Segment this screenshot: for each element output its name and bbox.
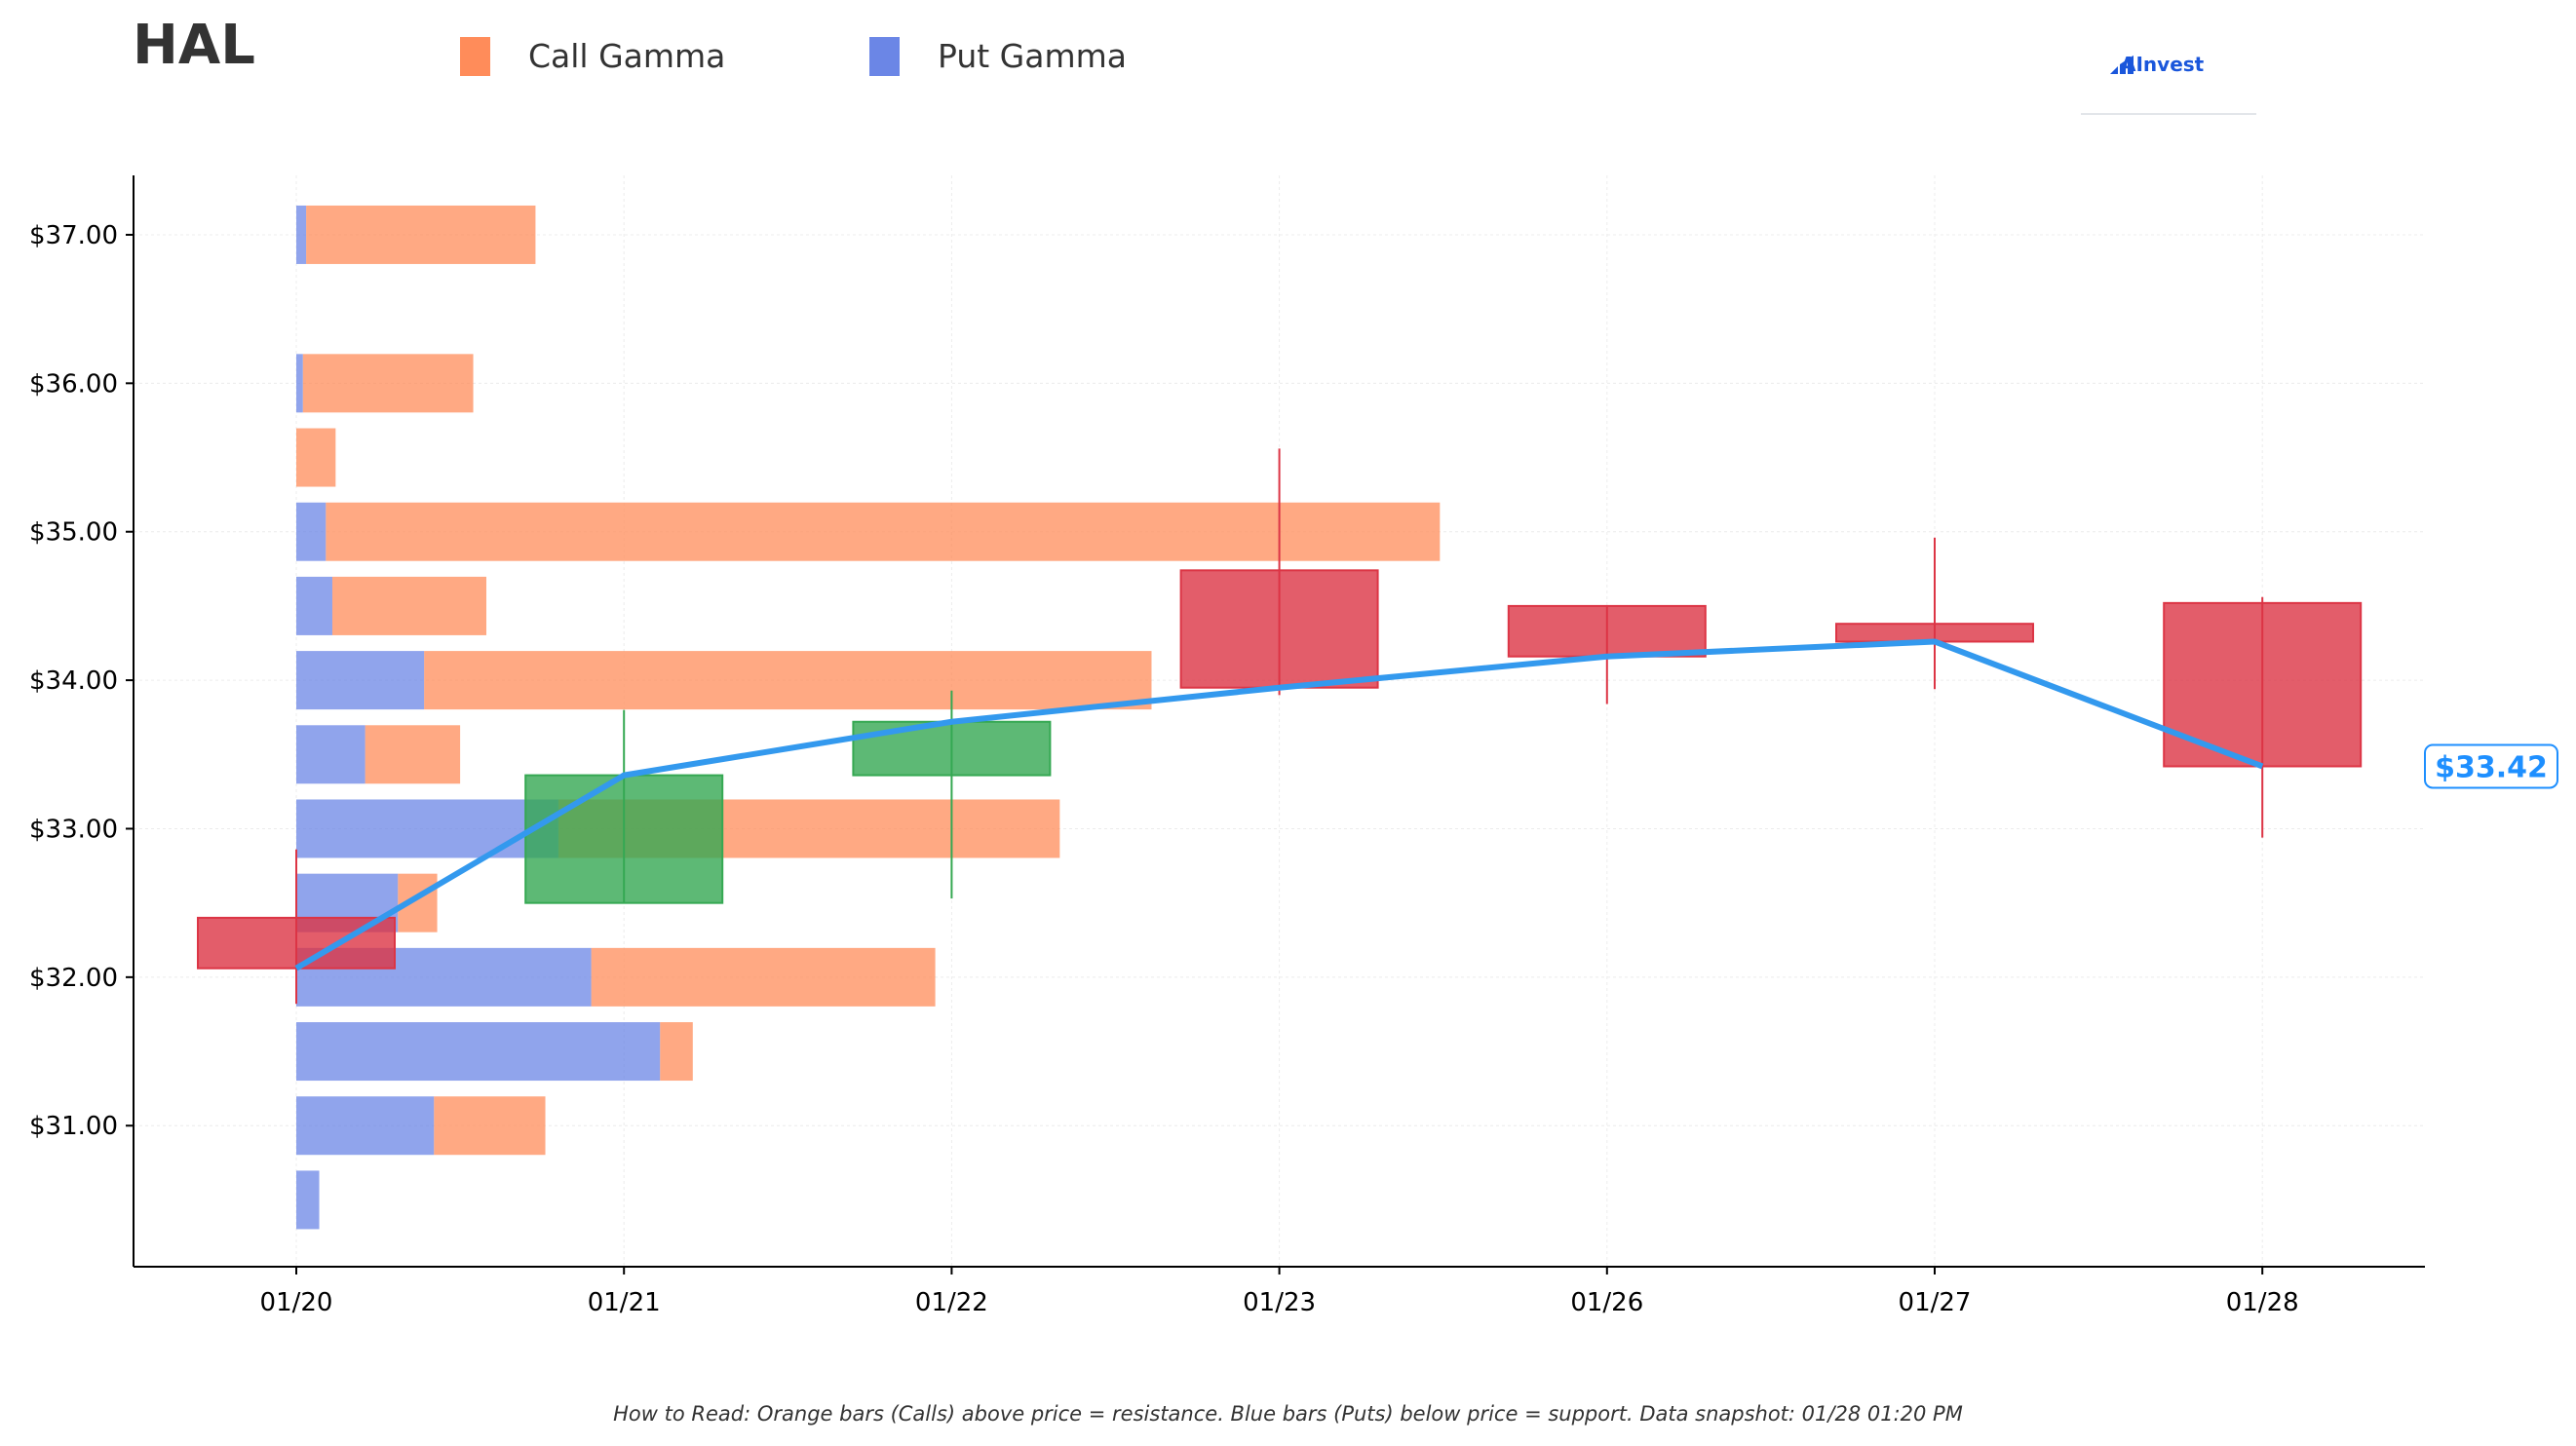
y-tick-label: $31.00 (29, 1112, 118, 1141)
axis-layer: $31.00 $32.00 $33.00 $34.00 $35.00 $36.00 $37.… (29, 175, 2425, 1317)
y-tick-label: $34.00 (29, 666, 118, 696)
put-gamma-bar (296, 1096, 435, 1156)
x-tick-label: 01/28 (2226, 1288, 2299, 1317)
candle-body (852, 720, 1052, 777)
y-tick-label: $32.00 (29, 964, 118, 993)
call-gamma-bar (302, 354, 474, 413)
put-gamma-bar (296, 725, 365, 784)
y-tick-label: $37.00 (29, 221, 118, 250)
call-gamma-bar (591, 947, 936, 1007)
chart-title: HAL (133, 14, 255, 77)
call-gamma-legend-label: Call Gamma (528, 37, 726, 75)
logo-chart-icon (2110, 56, 2134, 74)
call-gamma-bar (331, 576, 486, 635)
put-gamma-bar (296, 354, 303, 413)
put-gamma-bar (296, 799, 558, 858)
call-gamma-bar (434, 1096, 546, 1156)
call-gamma-bar (296, 428, 336, 487)
ainvest-logo (2081, 49, 2256, 115)
close-line-layer (294, 638, 2264, 971)
candle-body (197, 916, 396, 970)
y-tick-label: $36.00 (29, 369, 118, 399)
x-tick-label: 01/23 (1243, 1288, 1316, 1317)
put-gamma-bar (296, 576, 332, 635)
x-tick-label: 01/20 (260, 1288, 333, 1317)
close-price-line (294, 638, 2264, 971)
x-tick-label: 01/26 (1570, 1288, 1643, 1317)
x-tick-label: 01/22 (915, 1288, 988, 1317)
put-gamma-bar (296, 205, 307, 264)
call-gamma-bar (660, 1022, 693, 1082)
x-tick-label: 01/27 (1899, 1288, 1972, 1317)
gamma-bar-layer (296, 205, 1441, 1230)
put-gamma-swatch (869, 37, 900, 76)
call-gamma-bar (365, 725, 461, 784)
call-gamma-swatch (460, 37, 490, 76)
x-tick-label: 01/21 (588, 1288, 661, 1317)
call-gamma-bar (424, 651, 1152, 710)
put-gamma-legend-label: Put Gamma (938, 37, 1127, 75)
label-layer: $33.42 (2424, 743, 2558, 789)
last-price-label: $33.42 (2435, 750, 2548, 784)
y-tick-label: $35.00 (29, 518, 118, 548)
put-gamma-bar (296, 651, 425, 710)
logo-text: AInvest (2121, 53, 2205, 76)
call-gamma-bar (306, 205, 536, 264)
gamma-candlestick-chart: $31.00 $32.00 $33.00 $34.00 $35.00 $36.00 $37.… (29, 175, 2558, 1317)
call-gamma-bar (326, 502, 1441, 561)
y-tick-label: $33.00 (29, 815, 118, 844)
put-gamma-bar (296, 502, 327, 561)
put-gamma-bar (296, 1170, 320, 1230)
candle-body (1507, 604, 1707, 658)
put-gamma-bar (296, 1022, 661, 1082)
last-price-box (2424, 743, 2558, 789)
footnote: How to Read: Orange bars (Calls) above p… (613, 1402, 1963, 1426)
candle-body (524, 774, 724, 904)
candle-body (1179, 569, 1379, 689)
